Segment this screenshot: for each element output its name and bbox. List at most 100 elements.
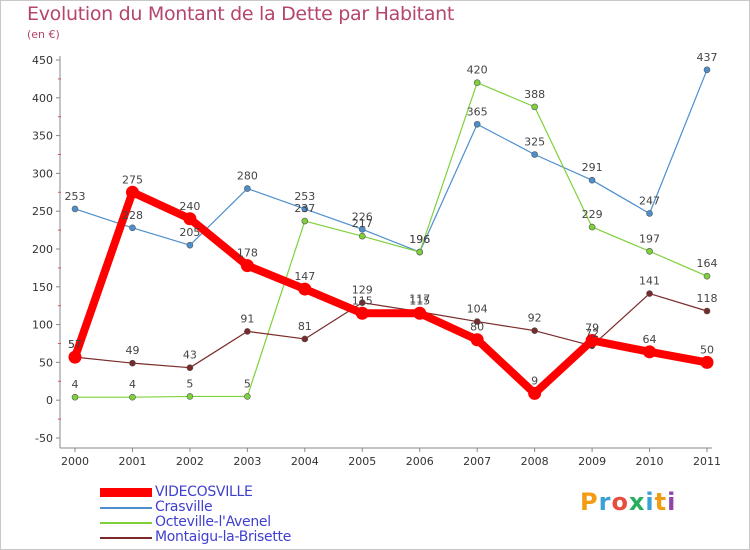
data-label: 9 — [531, 374, 538, 387]
data-point — [703, 307, 711, 315]
x-tick-label: 2008 — [521, 455, 549, 468]
y-tick-label: -50 — [35, 432, 53, 445]
data-point — [129, 359, 136, 367]
brand-letter: i — [667, 488, 677, 516]
data-label: 164 — [697, 257, 718, 270]
legend-swatch-videcosville — [100, 488, 152, 497]
data-label: 280 — [237, 170, 258, 183]
data-point — [71, 393, 79, 401]
legend-item-montaigu: Montaigu-la-Brisette — [100, 529, 360, 545]
y-tick-label: 100 — [32, 319, 53, 332]
data-point — [358, 299, 366, 306]
data-label: 217 — [352, 217, 373, 230]
data-label: 64 — [643, 333, 657, 346]
data-label: 291 — [582, 161, 603, 174]
y-tick-label: 200 — [32, 243, 53, 256]
data-label: 92 — [528, 312, 542, 325]
x-tick-label: 2004 — [291, 455, 319, 468]
data-label: 420 — [467, 64, 488, 77]
data-point — [358, 226, 366, 233]
data-point — [416, 248, 424, 256]
data-label: 4 — [72, 378, 79, 391]
data-point — [700, 355, 714, 369]
data-point — [129, 393, 136, 401]
x-tick-label: 2009 — [578, 455, 606, 468]
data-label: 365 — [467, 105, 488, 118]
data-point — [470, 333, 484, 347]
legend-item-videcosville: VIDECOSVILLE — [100, 484, 360, 500]
data-point — [68, 350, 82, 364]
data-label: 4 — [129, 378, 136, 391]
data-label: 229 — [582, 208, 603, 221]
brand-letter: o — [611, 488, 629, 516]
data-label: 80 — [470, 321, 484, 334]
data-label: 240 — [179, 200, 200, 213]
data-point — [355, 306, 369, 320]
series-line-videcosville — [71, 188, 711, 398]
data-point — [643, 345, 657, 359]
data-point — [531, 327, 538, 334]
x-tick-label: 2011 — [693, 455, 721, 468]
y-tick-label: 50 — [39, 356, 53, 369]
data-point — [298, 282, 312, 296]
data-point — [301, 217, 309, 225]
data-point — [186, 364, 194, 371]
brand-letter: i — [645, 488, 655, 516]
data-point — [703, 272, 711, 280]
data-label: 147 — [294, 270, 315, 283]
data-point — [358, 232, 366, 240]
proxiti-logo: Proxiti — [580, 488, 676, 516]
data-label: 129 — [352, 284, 373, 297]
data-label: 72 — [585, 327, 599, 340]
data-point — [186, 393, 194, 400]
x-tick-label: 2000 — [61, 455, 89, 468]
data-label: 247 — [639, 194, 660, 207]
series-line-octeville-l-avenel — [74, 82, 708, 398]
y-tick-label: 0 — [46, 394, 53, 407]
data-point — [528, 386, 542, 400]
legend-item-crasville: Crasville — [100, 499, 360, 515]
data-label: 325 — [524, 136, 545, 149]
x-tick-label: 2002 — [176, 455, 204, 468]
data-point — [244, 185, 251, 192]
data-point — [183, 212, 197, 226]
data-label: 49 — [125, 344, 139, 357]
y-tick-label: 450 — [32, 54, 53, 67]
chart-subtitle: (en €) — [27, 28, 60, 41]
data-point — [473, 120, 481, 128]
data-label: 5 — [244, 377, 251, 390]
data-point — [125, 185, 139, 199]
data-label: 275 — [122, 173, 143, 186]
data-point — [244, 328, 251, 335]
data-point — [413, 306, 427, 320]
data-label: 43 — [183, 349, 197, 362]
x-tick-label: 2010 — [636, 455, 664, 468]
y-tick-label: 150 — [32, 281, 53, 294]
data-label: 178 — [237, 247, 258, 260]
data-label: 226 — [352, 210, 373, 223]
data-point — [646, 210, 653, 217]
data-point — [186, 241, 194, 249]
data-label: 253 — [65, 190, 86, 203]
data-point — [240, 259, 254, 273]
data-label: 79 — [585, 321, 599, 334]
data-label: 115 — [352, 294, 373, 307]
data-point — [71, 205, 79, 213]
data-point — [301, 335, 309, 343]
data-label: 228 — [122, 209, 143, 222]
x-tick-label: 2003 — [233, 455, 261, 468]
data-label: 118 — [697, 292, 718, 305]
data-point — [531, 103, 538, 111]
x-tick-label: 2005 — [348, 455, 376, 468]
legend-label: VIDECOSVILLE — [155, 484, 253, 500]
series-line-crasville — [74, 69, 708, 253]
data-point — [129, 224, 136, 232]
x-tick-label: 2006 — [406, 455, 434, 468]
x-tick-label: 2001 — [118, 455, 146, 468]
data-label: 437 — [697, 51, 718, 64]
data-label: 50 — [700, 343, 714, 356]
data-label: 115 — [409, 294, 430, 307]
data-point — [646, 247, 653, 255]
data-label: 197 — [639, 232, 660, 245]
data-point — [531, 151, 538, 158]
